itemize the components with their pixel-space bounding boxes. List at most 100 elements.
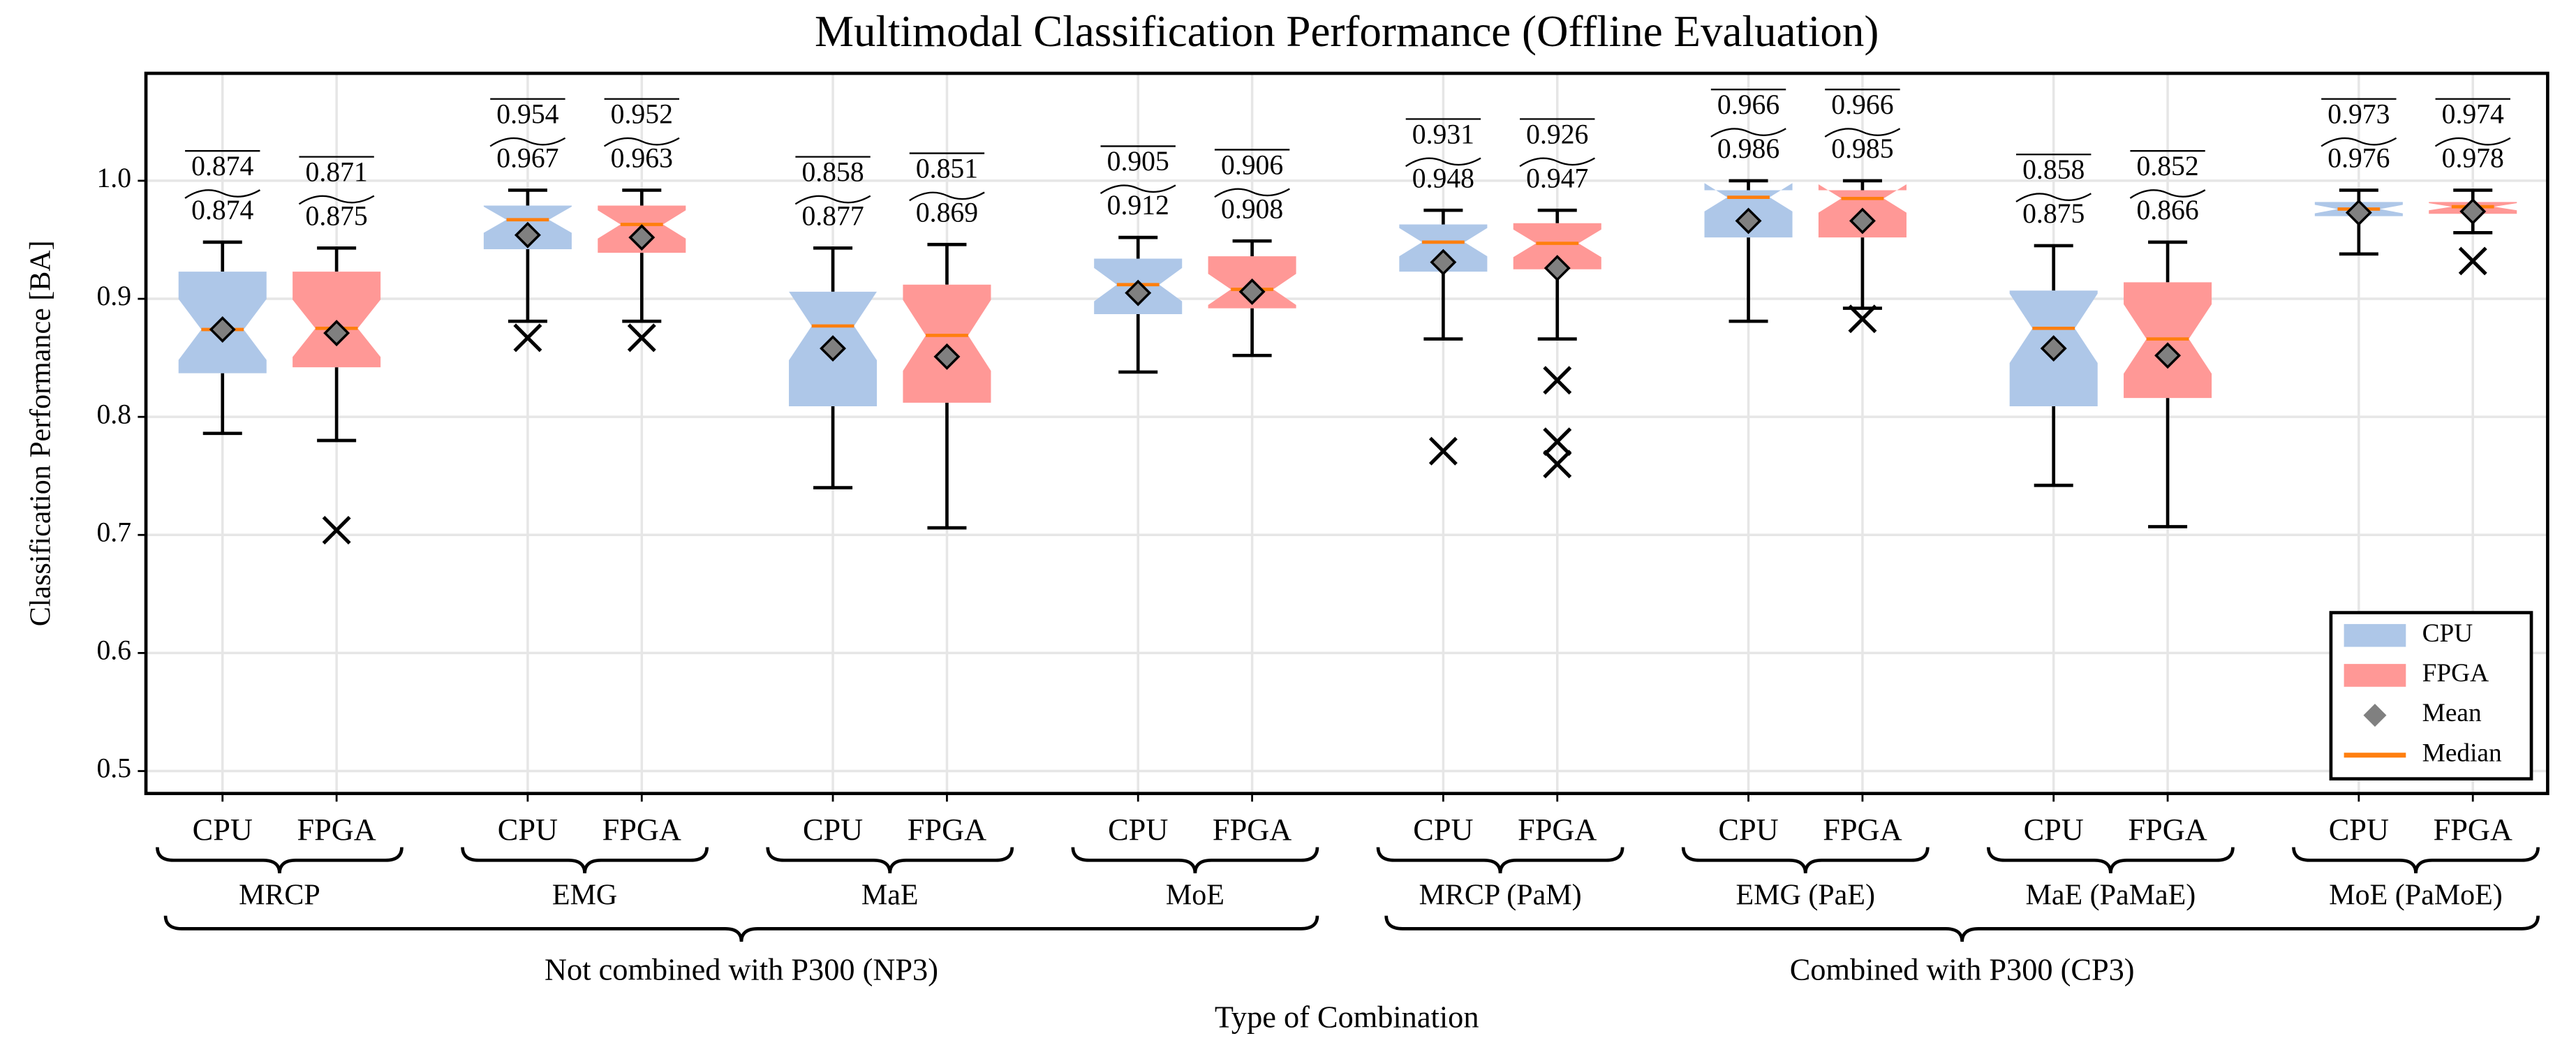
mean-annotation: 0.871: [306, 156, 368, 187]
mean-annotation: 0.858: [2022, 154, 2085, 185]
y-axis-label: Classification Performance [BA]: [25, 240, 57, 626]
outlier: [1543, 427, 1572, 457]
mean-annotation: 0.952: [611, 99, 673, 130]
outlier: [2458, 246, 2487, 276]
legend: CPU FPGA Mean Median: [2329, 611, 2533, 780]
x-tick-label: FPGA: [1213, 812, 1291, 847]
median-tilde: [1710, 128, 1786, 138]
x-tick-label: CPU: [2329, 812, 2389, 847]
mean-marker: [1544, 255, 1571, 282]
legend-label: Median: [2422, 739, 2502, 767]
x-tick-label: FPGA: [297, 812, 376, 847]
mean-marker: [209, 316, 236, 343]
mean-marker: [1735, 207, 1762, 235]
legend-label: CPU: [2422, 619, 2473, 648]
outlier: [1848, 304, 1877, 334]
box: [293, 272, 381, 368]
median-tilde: [2320, 137, 2397, 147]
x-tick-label: CPU: [1413, 812, 1473, 847]
x-tick-label: FPGA: [2434, 812, 2512, 847]
median-tilde: [184, 189, 261, 199]
mean-annotation: 0.926: [1526, 119, 1588, 149]
category-brace: [1376, 847, 1624, 874]
outlier: [1543, 366, 1572, 395]
median-annotation: 0.947: [1526, 163, 1588, 193]
median-tilde: [1405, 157, 1481, 168]
median-annotation: 0.877: [801, 200, 864, 231]
y-tick-label: 1.0: [96, 163, 131, 193]
median-tilde: [794, 195, 871, 205]
category-label: MRCP (PaM): [1419, 880, 1582, 912]
category-brace: [2292, 847, 2540, 874]
mean-marker: [1238, 278, 1266, 305]
median-annotation: 0.874: [191, 195, 253, 225]
outlier: [513, 323, 542, 353]
category-label: MoE (PaMoE): [2329, 880, 2502, 912]
median-annotation: 0.875: [306, 200, 368, 231]
category-label: EMG (PaE): [1735, 880, 1874, 912]
group-label: Not combined with P300 (NP3): [545, 952, 938, 987]
outlier: [627, 323, 656, 353]
mean-marker: [1430, 249, 1457, 276]
category-brace: [1071, 847, 1319, 874]
category-label: EMG: [552, 880, 617, 912]
x-tick-label: CPU: [193, 812, 253, 847]
median-annotation: 0.908: [1221, 193, 1283, 224]
mean-annotation: 0.954: [496, 99, 558, 130]
mean-annotation: 0.874: [191, 151, 253, 182]
x-tick-label: FPGA: [908, 812, 986, 847]
x-tick-label: FPGA: [2128, 812, 2207, 847]
legend-mean-marker: [2363, 704, 2387, 727]
x-tick-label: FPGA: [1518, 812, 1597, 847]
y-tick-label: 0.7: [96, 517, 131, 547]
category-label: MoE: [1166, 880, 1224, 912]
median-tilde: [603, 137, 680, 147]
mean-marker: [2345, 199, 2372, 226]
legend-label: Mean: [2422, 699, 2482, 727]
median-tilde: [298, 195, 375, 205]
mean-marker: [2154, 342, 2182, 369]
category-brace: [766, 847, 1014, 874]
mean-marker: [933, 343, 961, 370]
mean-annotation: 0.905: [1107, 146, 1169, 177]
mean-marker: [628, 224, 656, 251]
x-tick-label: CPU: [2024, 812, 2084, 847]
median-annotation: 0.986: [1717, 133, 1779, 164]
legend-label: FPGA: [2422, 659, 2489, 688]
median-tilde: [489, 137, 566, 147]
median-annotation: 0.978: [2442, 143, 2504, 174]
mean-annotation: 0.852: [2136, 151, 2198, 182]
category-label: MaE (PaMaE): [2026, 880, 2196, 912]
median-tilde: [1519, 157, 1596, 168]
mean-marker: [323, 320, 350, 347]
mean-annotation: 0.851: [916, 153, 978, 184]
median-annotation: 0.985: [1831, 133, 1893, 164]
median-tilde: [2434, 137, 2511, 147]
category-brace: [156, 847, 404, 874]
median-annotation: 0.869: [916, 197, 978, 228]
outlier: [1428, 436, 1458, 466]
legend-swatch: [2344, 664, 2406, 687]
median-tilde: [2129, 189, 2206, 199]
x-tick-label: FPGA: [1823, 812, 1902, 847]
category-brace: [1987, 847, 2235, 874]
median-tilde: [909, 191, 985, 202]
x-axis-label: Type of Combination: [1215, 999, 1479, 1034]
median-annotation: 0.967: [496, 143, 558, 174]
mean-annotation: 0.966: [1717, 89, 1779, 120]
category-label: MRCP: [239, 880, 320, 912]
mean-annotation: 0.974: [2442, 99, 2504, 130]
plot-frame: [144, 71, 2549, 795]
box: [1399, 224, 1488, 272]
median-tilde: [2015, 193, 2092, 202]
mean-annotation: 0.858: [801, 156, 864, 187]
median-annotation: 0.963: [611, 143, 673, 174]
group-label: Combined with P300 (CP3): [1790, 952, 2135, 987]
chart-title: Multimodal Classification Performance (O…: [815, 7, 1879, 56]
outlier: [1543, 450, 1572, 479]
mean-annotation: 0.931: [1412, 119, 1474, 149]
outlier: [322, 516, 351, 545]
median-tilde: [1214, 188, 1290, 198]
